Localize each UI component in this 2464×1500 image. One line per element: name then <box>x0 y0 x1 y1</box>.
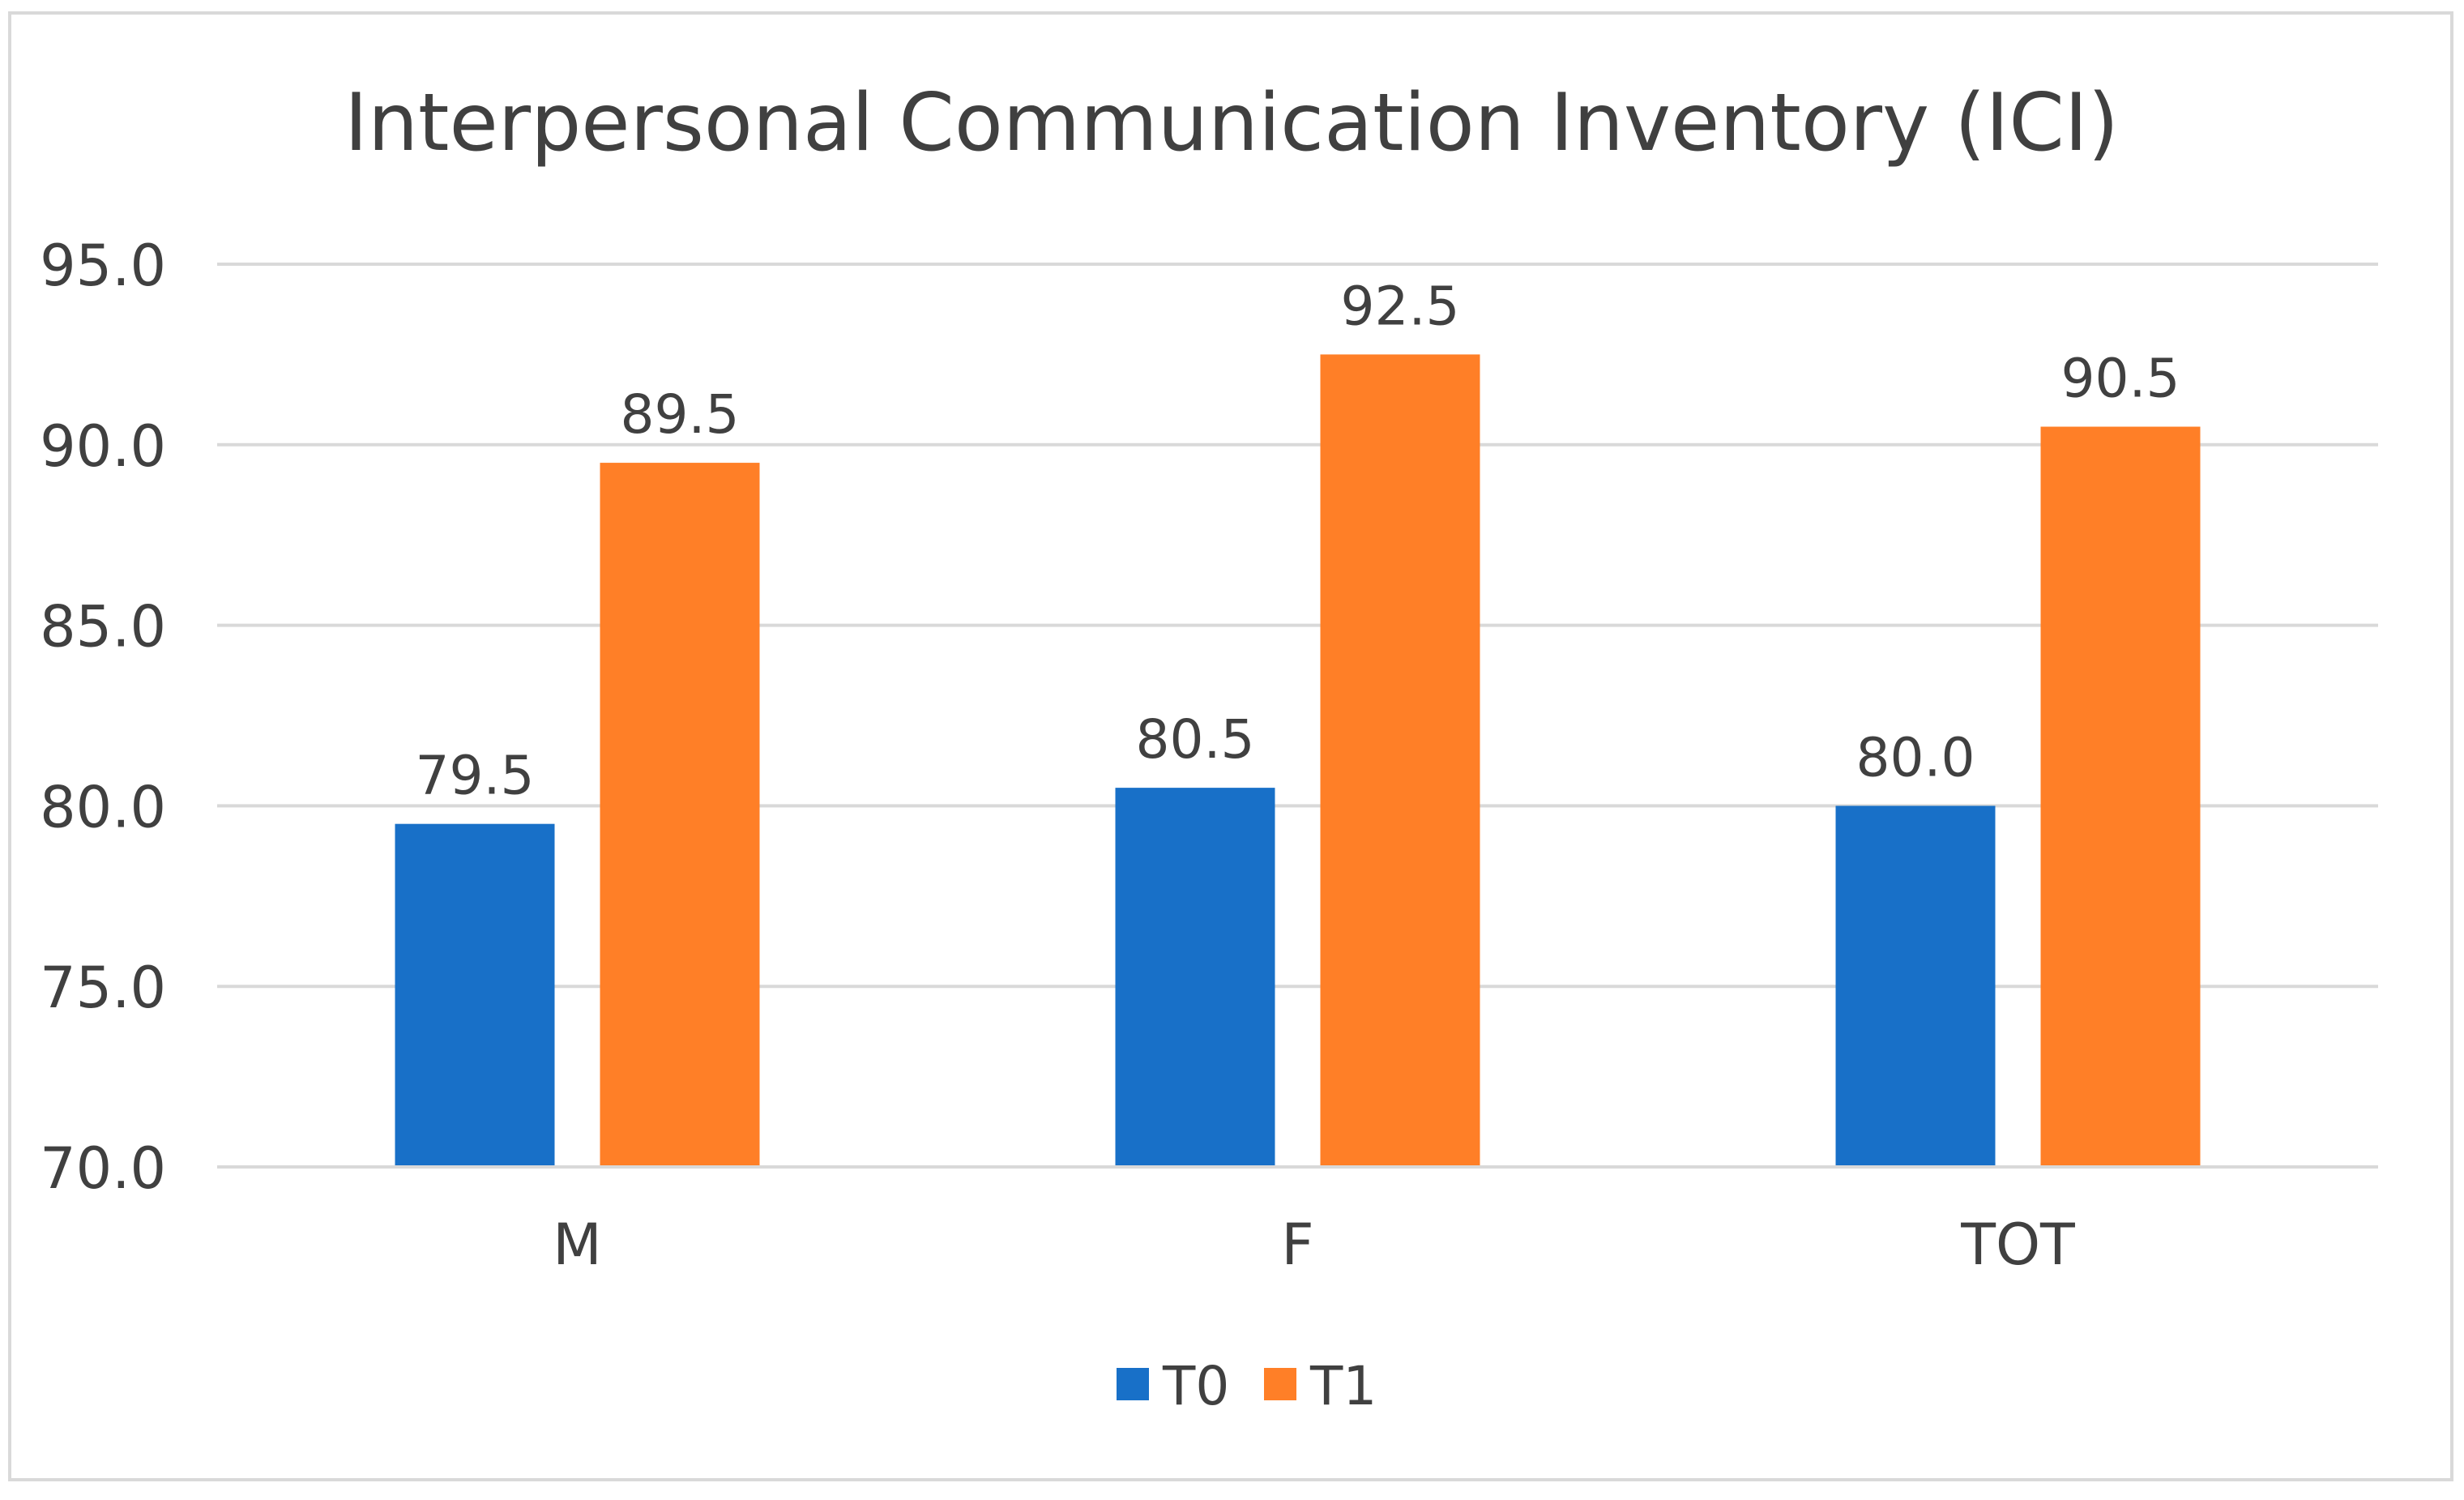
data-label: 90.5 <box>2061 348 2180 410</box>
legend-swatch-t1 <box>1264 1368 1296 1400</box>
data-label: 80.0 <box>1856 726 1975 788</box>
data-label: 89.5 <box>621 383 740 446</box>
gridlines <box>217 263 2378 989</box>
bar-t0-f <box>1115 788 1275 1167</box>
y-tick-label: 80.0 <box>40 774 166 840</box>
bar-t1-tot <box>2040 426 2201 1167</box>
bar-t0-tot <box>1835 806 1996 1167</box>
x-tick-label: F <box>1281 1212 1313 1278</box>
bar-t0-m <box>395 823 555 1167</box>
data-label: 80.5 <box>1136 708 1255 771</box>
data-label: 92.5 <box>1341 275 1460 337</box>
legend-label-t0: T0 <box>1162 1355 1229 1417</box>
y-tick-label: 70.0 <box>40 1135 166 1202</box>
legend-swatch-t0 <box>1117 1368 1149 1400</box>
data-labels: 79.5 89.5 80.5 92.5 80.0 90.5 <box>416 275 2180 806</box>
bar-t1-f <box>1320 354 1480 1167</box>
chart-title: Interpersonal Communication Inventory (I… <box>344 77 2119 169</box>
data-label: 79.5 <box>416 745 535 807</box>
x-tick-label: M <box>553 1212 601 1278</box>
bar-t1-m <box>600 463 760 1167</box>
y-tick-label: 90.0 <box>40 413 166 480</box>
y-tick-label: 85.0 <box>40 594 166 660</box>
x-axis-tick-labels: M F TOT <box>553 1212 2075 1278</box>
bars <box>395 354 2201 1167</box>
x-tick-label: TOT <box>1960 1212 2075 1278</box>
y-tick-label: 95.0 <box>40 233 166 299</box>
y-axis-tick-labels: 70.0 75.0 80.0 85.0 90.0 95.0 <box>40 233 166 1202</box>
legend: T0 T1 <box>1117 1355 1377 1417</box>
y-tick-label: 75.0 <box>40 955 166 1021</box>
legend-label-t1: T1 <box>1309 1355 1377 1417</box>
